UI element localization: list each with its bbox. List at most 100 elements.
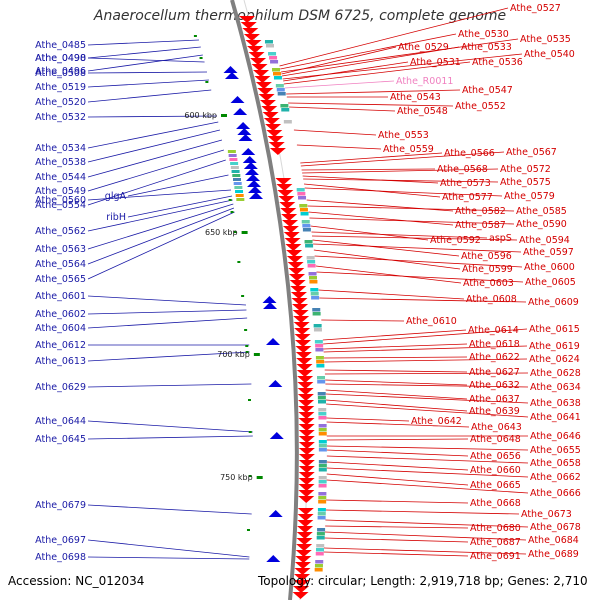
cog-band <box>313 328 322 332</box>
left-gene-label: Athe_0508 <box>35 68 86 79</box>
right-gene-label: Athe_0529 <box>398 42 449 53</box>
right-leader-line <box>322 329 467 341</box>
forward-gene-arrow <box>282 220 299 227</box>
tick-mark <box>253 353 260 356</box>
right-gene-label: Athe_0618 <box>469 339 520 350</box>
cog-band <box>268 52 277 56</box>
right-gene-label: Athe_R0011 <box>396 76 453 87</box>
forward-gene-arrow <box>245 40 262 47</box>
forward-gene-arrow <box>292 304 309 311</box>
forward-gene-arrow <box>278 196 295 203</box>
left-gene-label: Athe_0629 <box>35 382 86 393</box>
forward-gene-arrow <box>252 70 269 77</box>
cog-band <box>299 208 308 212</box>
right-gene-label: Athe_0582 <box>455 206 506 217</box>
right-leader-line <box>309 217 515 225</box>
forward-gene-arrow <box>298 484 315 491</box>
right-gene-label: Athe_0655 <box>530 445 581 456</box>
right-gene-label: Athe_0628 <box>530 368 581 379</box>
cog-band <box>317 508 326 512</box>
right-gene-label: Athe_0548 <box>397 106 448 117</box>
right-leader-line <box>326 445 529 451</box>
forward-gene-arrow <box>297 388 314 395</box>
left-gene-label: Athe_0644 <box>35 416 86 427</box>
cog-band <box>316 544 325 548</box>
right-leader-line <box>326 473 469 486</box>
left-leader-line <box>87 54 203 72</box>
left-leader-line <box>87 159 226 206</box>
right-gene-label: Athe_0535 <box>520 34 571 45</box>
right-gene-label: Athe_0585 <box>516 206 567 217</box>
forward-gene-arrow <box>296 544 313 551</box>
cog-band <box>305 244 314 248</box>
left-gene-label: Athe_0645 <box>35 434 86 445</box>
right-leader-line <box>325 525 469 529</box>
right-gene-label: Athe_0547 <box>462 85 513 96</box>
forward-gene-arrow <box>296 532 313 539</box>
reverse-gene-arrow <box>233 108 248 115</box>
left-gene-label: Athe_0613 <box>35 356 86 367</box>
left-leader-line <box>87 71 208 74</box>
forward-gene-arrow <box>277 190 294 197</box>
right-gene-label: Athe_0648 <box>470 434 521 445</box>
left-leader-line <box>87 383 252 388</box>
right-gene-label: Athe_0668 <box>470 498 521 509</box>
feature-mark <box>199 57 203 59</box>
forward-gene-arrow <box>286 256 303 263</box>
right-leader-line <box>326 499 469 504</box>
left-gene-label: glgA <box>105 191 127 202</box>
right-leader-line <box>324 537 469 543</box>
forward-gene-arrow <box>296 538 313 545</box>
reverse-gene-arrow <box>241 148 256 155</box>
tick-mark <box>220 114 227 117</box>
cog-band <box>314 340 323 344</box>
cog-band <box>280 104 289 108</box>
right-gene-label: Athe_0634 <box>530 382 581 393</box>
cog-band-reverse <box>231 170 240 173</box>
cog-band <box>300 212 309 216</box>
right-leader-line <box>316 271 524 283</box>
reverse-gene-arrow <box>248 186 263 193</box>
forward-gene-arrow <box>298 400 315 407</box>
cog-band <box>318 440 327 444</box>
left-leader-line <box>87 207 235 265</box>
left-gene-label: ribH <box>106 212 126 223</box>
forward-gene-arrow <box>298 472 315 479</box>
right-leader-line <box>307 205 515 212</box>
right-gene-label: Athe_0531 <box>410 57 461 68</box>
feature-mark <box>237 261 241 263</box>
right-gene-label: Athe_0575 <box>500 177 551 188</box>
forward-gene-arrow <box>284 238 301 245</box>
forward-gene-arrow <box>298 430 315 437</box>
right-leader-line <box>300 152 443 164</box>
forward-gene-arrow <box>298 436 315 443</box>
right-leader-line <box>311 231 488 239</box>
forward-gene-arrow <box>294 328 311 335</box>
cog-band <box>308 276 317 280</box>
right-gene-label: Athe_0608 <box>466 294 517 305</box>
cog-band-reverse <box>229 158 238 161</box>
left-leader-line <box>87 203 234 250</box>
left-leader-line <box>87 317 248 329</box>
reverse-gene-arrow <box>245 174 260 181</box>
feature-mark <box>205 81 209 83</box>
left-gene-label: Athe_0560 <box>35 195 86 206</box>
forward-gene-arrow <box>281 214 298 221</box>
right-gene-label: Athe_0662 <box>530 472 581 483</box>
forward-gene-arrow <box>295 352 312 359</box>
cog-band <box>316 364 325 368</box>
right-gene-label: Athe_0643 <box>471 422 522 433</box>
cog-band <box>301 220 310 224</box>
forward-gene-arrow <box>258 94 275 101</box>
left-gene-label: Athe_0563 <box>35 244 86 255</box>
reverse-gene-arrow <box>247 180 262 187</box>
reverse-gene-arrow <box>230 96 245 103</box>
cog-band-reverse <box>232 174 241 177</box>
right-gene-label: Athe_0603 <box>463 278 514 289</box>
forward-gene-arrow <box>294 568 311 575</box>
tick-label: 600 kbp <box>184 111 217 120</box>
reverse-gene-arrow <box>268 380 283 387</box>
right-leader-line <box>324 358 528 363</box>
cog-band <box>306 256 315 260</box>
